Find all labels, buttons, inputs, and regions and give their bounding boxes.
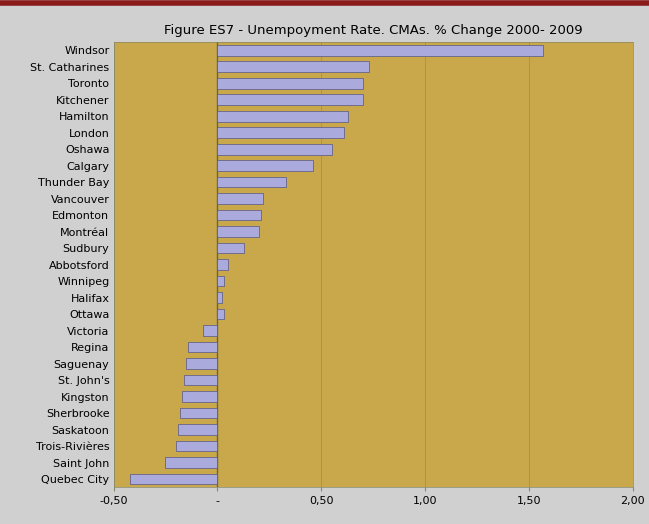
Bar	[217, 193, 263, 204]
Bar	[182, 391, 217, 402]
Bar	[217, 276, 224, 287]
Bar	[188, 342, 217, 353]
Bar	[165, 457, 217, 468]
Bar	[217, 78, 363, 89]
Bar	[217, 61, 369, 72]
Bar	[217, 111, 349, 122]
Bar	[217, 259, 228, 270]
Bar	[217, 177, 286, 188]
Bar	[186, 358, 217, 369]
Bar	[176, 441, 217, 452]
Title: Figure ES7 - Unempoyment Rate. CMAs. % Change 2000- 2009: Figure ES7 - Unempoyment Rate. CMAs. % C…	[164, 24, 583, 37]
Bar	[217, 160, 313, 171]
Bar	[130, 474, 217, 484]
Bar	[217, 144, 332, 155]
Bar	[217, 94, 363, 105]
Bar	[180, 408, 217, 419]
Bar	[217, 243, 245, 254]
Bar	[184, 375, 217, 386]
Bar	[217, 226, 259, 237]
Bar	[217, 292, 221, 303]
Bar	[217, 127, 344, 138]
Bar	[217, 45, 543, 56]
Bar	[217, 309, 224, 320]
Bar	[217, 210, 261, 221]
Bar	[178, 424, 217, 435]
Bar	[203, 325, 217, 336]
